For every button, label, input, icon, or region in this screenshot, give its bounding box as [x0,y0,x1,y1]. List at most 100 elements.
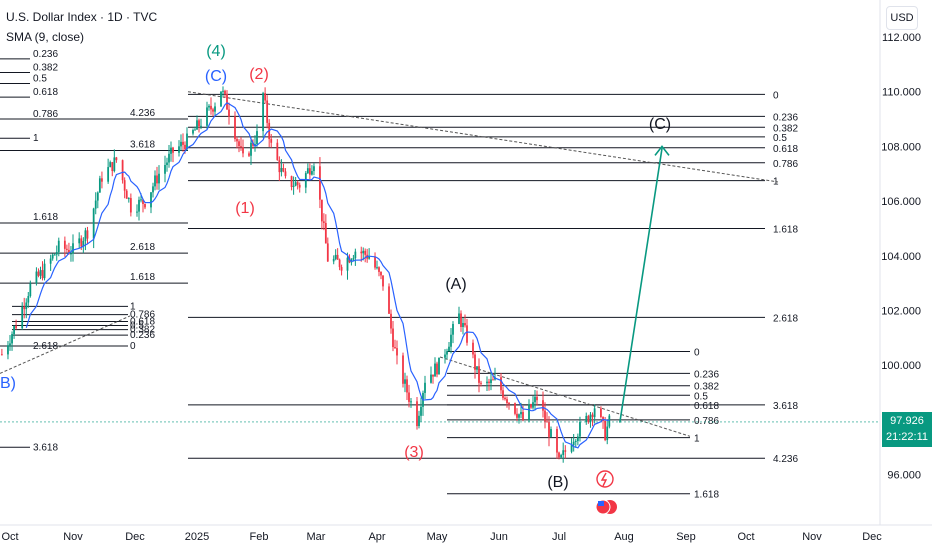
currency-button[interactable]: USD [886,6,918,30]
fib-label: 0 [773,90,779,101]
candle-body [214,106,216,112]
wave-labels: (4) (C) (2) (1) (3) (A) (B) (C) B) [0,43,671,491]
candle-body [109,162,112,168]
candle-body [29,283,32,297]
candle-body [432,374,434,377]
candle-body [424,382,426,393]
event-icons [595,470,617,515]
fib-label: 1.618 [33,212,58,223]
candle-body [472,342,474,355]
candle-body [492,379,494,381]
time-tick: May [427,531,448,543]
candle-body [168,153,170,163]
fib-label: 1.618 [694,490,719,501]
fib-label: 0.5 [773,133,787,144]
trendline-left [0,315,131,374]
candle-body [222,90,224,92]
candle-body [506,399,508,404]
candle-body [228,109,230,117]
indicator-label[interactable]: SMA (9, close) [6,30,85,44]
candle-body [156,175,158,184]
candle-body [278,159,281,173]
candle-body [462,323,464,328]
candle-body [49,258,52,264]
candle-body [39,270,42,276]
candle-body [378,267,380,272]
candle-body [500,377,502,391]
fib-label: 0.5 [694,391,708,402]
candle-body [7,345,9,355]
candle-body [326,243,329,262]
time-tick: Feb [250,531,269,543]
time-tick: Aug [614,531,634,543]
candle-body [256,131,258,145]
fib-label: 0.236 [130,330,155,341]
candle-body [321,199,323,222]
candle-body [172,147,174,153]
candle-body [564,450,567,452]
candle-body [606,426,609,441]
candle-body [346,257,349,271]
candle-body [390,313,392,329]
bar-countdown: 21:22:11 [885,431,928,443]
candle-body [313,166,315,172]
fib-label: 4.236 [773,454,798,465]
candle-body [70,253,72,255]
candle-body [166,162,168,165]
candle-body [502,390,504,398]
candle-body [144,203,146,208]
projection-arrowhead [654,145,670,156]
candle-body [446,351,448,355]
candle-body [436,363,438,375]
candle-body [15,326,17,329]
candle-body [98,178,101,193]
candle-body [123,180,126,191]
candle-body [290,176,293,187]
price-tick: 104.000 [881,251,921,263]
fib-label: 0.382 [694,382,719,393]
time-tick: Sep [676,531,696,543]
candle-body [574,441,577,443]
fib-label: 0.618 [694,401,719,412]
fib-label: 0.236 [694,369,719,380]
candle-body [306,168,309,174]
wave-label-b-left: B) [0,375,16,392]
candle-body [490,379,492,384]
fib-label: 4.236 [130,108,155,119]
time-axis-bg [0,525,932,550]
candle-body [334,254,337,259]
candle-body [84,230,87,241]
candle-body [53,254,56,256]
fib-label: 0.786 [130,310,155,321]
candle-body [528,404,530,420]
fib-label: 2.618 [773,313,798,324]
candle-body [520,412,522,415]
trendlines [0,91,880,437]
fib-label: 1.618 [130,272,155,283]
candle-body [394,347,396,349]
candle-body [21,306,24,329]
candle-body [558,452,560,458]
candle-body [332,258,335,262]
candle-body [434,363,436,377]
fib-label: 3.618 [773,401,798,412]
fib-label: 0.618 [33,87,58,98]
fib-label: 1 [773,177,779,188]
candle-body [0,354,3,356]
candle-body [180,141,182,147]
candle-body [402,355,404,384]
fib-label: 0.382 [33,63,58,74]
wave-label-b: (B) [547,474,568,491]
candle-body [292,185,295,187]
candle-body [129,198,132,213]
fib-label: 1.618 [773,224,798,235]
candle-body [448,346,450,352]
candle-body [410,401,412,403]
candle-body [354,251,357,259]
candle-body [92,208,95,239]
candle-body [587,415,590,423]
fib-label: 2.618 [130,242,155,253]
fib-label: 1 [130,301,136,312]
